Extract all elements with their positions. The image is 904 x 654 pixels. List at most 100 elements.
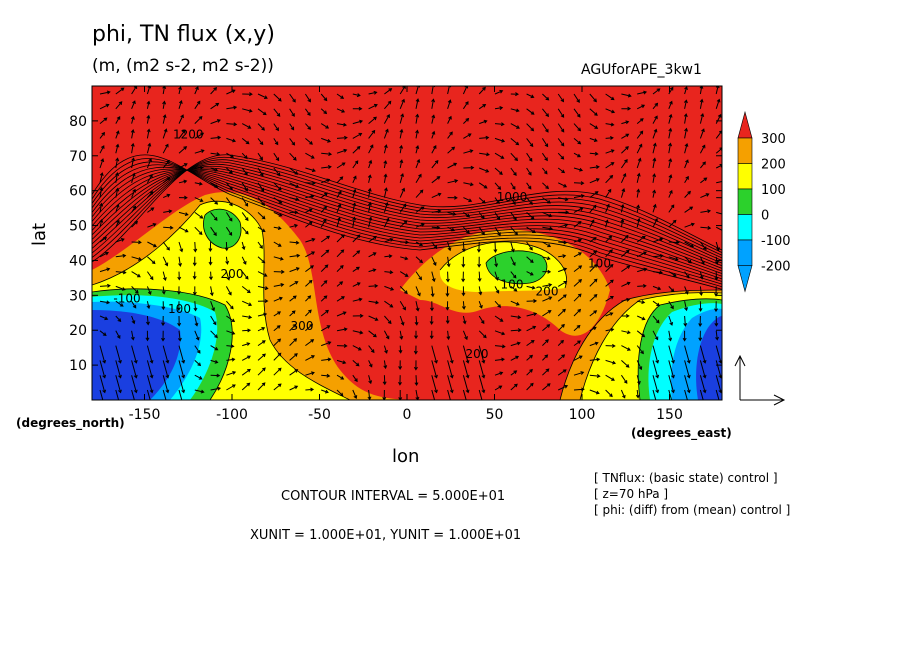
flux-arrow [242,328,252,333]
flux-arrow [194,374,203,380]
flux-arrow [368,235,377,243]
flux-arrow [273,283,285,287]
flux-arrow [589,151,599,156]
flux-arrow [399,98,405,109]
flux-arrow [257,152,263,161]
flux-arrow [636,130,644,139]
flux-arrow [493,241,498,253]
flux-arrow [714,301,719,313]
flux-arrow [494,182,502,190]
flux-arrow [684,241,695,248]
flux-arrow [558,197,569,202]
flux-arrow [242,92,253,97]
flux-arrow [478,86,486,95]
flux-arrow [699,112,705,124]
flux-arrow [146,142,152,154]
flux-arrow [320,309,329,317]
flux-arrow [589,264,598,272]
flux-arrow [273,269,285,274]
flux-arrow [621,93,632,98]
x-tick-label: 0 [403,407,412,423]
flux-arrow [352,160,359,169]
flux-arrow [257,327,266,332]
flux-arrow [225,286,232,296]
flux-arrow [352,282,361,287]
flux-arrow [336,343,348,348]
flux-arrow [510,341,521,347]
flux-arrow [352,266,360,273]
flux-arrow [99,360,107,379]
flux-arrow [494,315,504,322]
flux-arrow [462,315,467,325]
flux-arrow [305,152,315,159]
flux-arrow [620,203,625,213]
flux-arrow [605,327,615,332]
flux-arrow [131,172,136,183]
flux-arrow [192,271,197,280]
flux-arrow [447,226,455,232]
flux-arrow [399,159,404,169]
flux-arrow [257,197,266,206]
flux-arrow [510,182,516,190]
vector-units: XUNIT = 1.000E+01, YUNIT = 1.000E+01 [250,528,522,543]
flux-arrow [605,359,617,365]
flux-arrow [99,202,104,213]
flux-arrow [368,129,376,139]
flux-arrow [431,271,436,283]
flux-arrow [447,389,451,400]
flux-arrow [399,286,408,295]
flux-arrow [289,240,300,245]
flux-arrow [352,345,362,351]
flux-arrow [652,330,659,341]
flux-arrow [652,173,657,183]
flux-arrow [415,206,425,213]
flux-arrow [193,241,198,253]
flux-arrow [241,355,251,361]
flux-arrow [131,188,136,198]
flux-arrow [115,315,122,322]
flux-arrow [526,226,536,233]
flux-arrow [526,241,533,251]
flux-arrow [305,323,313,332]
flux-arrow [99,315,109,321]
y-tick-label: 50 [69,219,87,235]
flux-arrow [541,138,549,148]
flux-arrow [320,205,328,213]
flux-arrow [542,226,554,231]
flux-arrow [115,115,121,124]
flux-arrow [478,301,483,309]
flux-arrow [257,167,264,177]
flux-arrow [605,188,612,198]
flux-arrow [558,223,569,228]
flux-arrow [494,371,504,376]
flux-arrow [668,189,673,198]
flux-arrow [652,142,657,154]
flux-arrow [115,285,126,291]
flux-arrow [447,375,454,394]
flux-arrow [208,256,213,266]
flux-arrow [479,152,490,157]
flux-arrow [668,375,675,394]
flux-arrow [336,296,345,302]
flux-arrow [463,117,470,124]
flux-arrow [510,212,517,221]
flux-arrow [445,315,450,325]
flux-arrow [194,181,203,186]
y-tick-label: 70 [69,149,87,165]
flux-arrow [573,293,582,302]
flux-arrow [446,256,451,268]
flux-arrow [320,108,328,115]
flux-arrow [683,99,688,109]
flux-arrow [289,197,300,202]
flux-arrow [462,389,467,400]
flux-arrow [320,93,328,102]
flux-arrow [431,98,436,109]
flux-arrow [684,345,691,364]
flux-arrow [445,286,450,297]
flux-arrow [273,383,282,391]
flux-arrow [399,220,408,228]
flux-arrow [305,371,315,376]
flux-arrow [668,345,675,364]
flux-arrow [162,375,170,394]
flux-arrow [399,187,406,198]
